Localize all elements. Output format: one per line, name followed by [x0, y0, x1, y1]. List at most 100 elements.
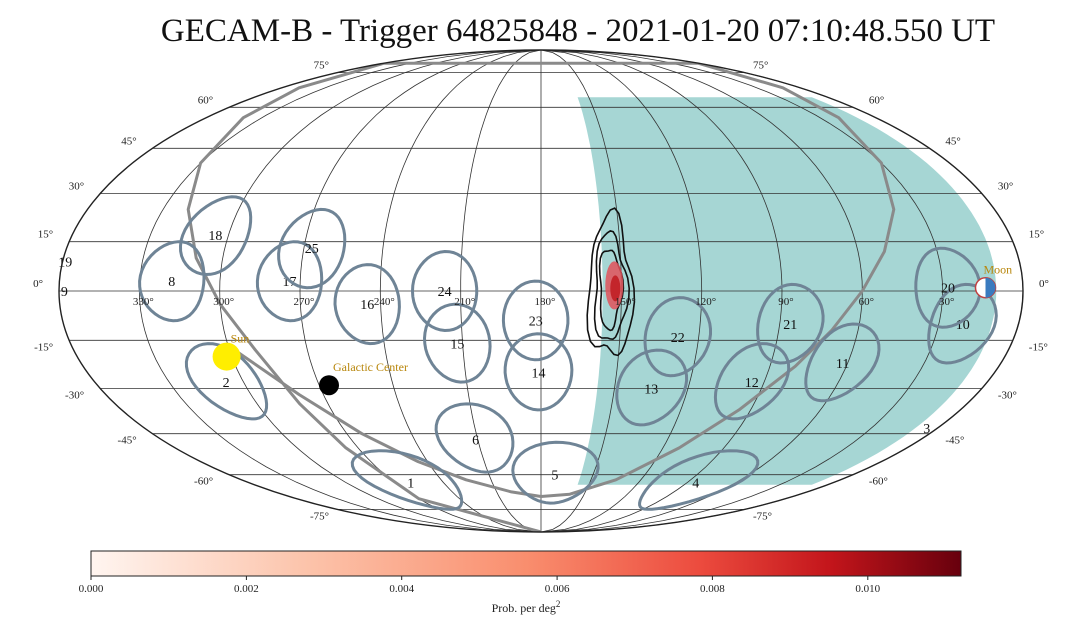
colorbar-tick-label: 0.004	[389, 583, 414, 595]
ra-tick-label: 150°	[615, 296, 636, 308]
ra-tick-label: 60°	[859, 296, 874, 308]
detector-9: 9	[61, 285, 68, 300]
dec-tick-label: -75°	[310, 510, 329, 522]
dec-tick-label: 15°	[1029, 229, 1044, 241]
galactic-center-marker: Galactic Center	[319, 360, 408, 396]
colorbar: 0.000 0.002 0.004 0.006 0.008 0.010 Prob. per…	[79, 550, 962, 615]
detector-5: 5	[511, 440, 600, 505]
colorbar-tick-label: 0.008	[700, 583, 725, 595]
colorbar-label: Prob. per deg2	[492, 599, 561, 615]
sun-marker: Sun	[212, 332, 250, 371]
dec-tick-label: 75°	[753, 60, 768, 72]
detector-circle	[410, 249, 479, 333]
detector-label: 22	[671, 331, 685, 346]
detector-circle	[927, 282, 998, 365]
dec-tick-label: -15°	[34, 341, 53, 353]
dec-tick-label: -45°	[945, 435, 964, 447]
detector-circle	[804, 322, 881, 403]
detector-circle	[350, 449, 464, 511]
detector-2: 2	[184, 342, 269, 421]
detector-circle	[713, 342, 791, 421]
detector-13: 13	[615, 348, 689, 427]
colorbar-tick-label: 0.002	[234, 583, 259, 595]
detector-label: 1	[407, 476, 414, 491]
sky-outline	[58, 49, 1024, 533]
detector-4: 4	[638, 449, 760, 511]
dec-tick-label: -75°	[753, 510, 772, 522]
detector-25: 25	[277, 207, 347, 290]
detector-circle	[503, 332, 574, 412]
detector-14: 14	[503, 332, 574, 412]
dec-tick-label: 75°	[314, 60, 329, 72]
dec-tick-label: 30°	[69, 181, 84, 193]
detector-19: 19	[58, 255, 72, 270]
ra-tick-label: 240°	[374, 296, 395, 308]
sun-icon	[212, 342, 241, 371]
detector-6: 6	[434, 402, 515, 474]
detector-23: 23	[501, 279, 570, 362]
detector-label: 25	[305, 242, 319, 257]
detector-label: 9	[61, 285, 68, 300]
detector-circle	[756, 282, 825, 365]
localization-contour-inner	[598, 249, 625, 332]
detector-label: 5	[551, 469, 558, 484]
detector-label: 20	[941, 282, 955, 297]
detector-22: 22	[643, 296, 712, 378]
dec-tick-label: -60°	[869, 476, 888, 488]
detector-label: 16	[360, 298, 374, 313]
moon-phase	[985, 277, 996, 298]
ra-tick-label: 270°	[294, 296, 315, 308]
detector-circle	[277, 207, 347, 290]
dec-tick-label: -30°	[65, 389, 84, 401]
detector-15: 15	[422, 302, 492, 384]
detector-label: 11	[836, 357, 849, 372]
dec-tick-label: -60°	[194, 476, 213, 488]
detector-label: 4	[692, 476, 699, 491]
detector-circle	[184, 342, 269, 421]
colorbar-tick-label: 0.010	[855, 583, 880, 595]
detector-label: 21	[783, 318, 797, 333]
detector-21: 21	[756, 282, 825, 365]
localization-contour-mid	[593, 230, 631, 341]
dec-tick-label: 45°	[945, 135, 960, 147]
detector-label: 18	[208, 229, 222, 244]
localization-contour-outer	[586, 207, 636, 357]
dec-tick-label: -15°	[1029, 341, 1048, 353]
detector-circle	[638, 449, 760, 511]
detector-circle	[501, 279, 570, 362]
moon-marker: Moon	[974, 263, 1013, 299]
detector-16: 16	[333, 263, 401, 346]
detector-label: 6	[472, 433, 479, 448]
dec-tick-label: 45°	[121, 135, 136, 147]
detector-12: 12	[713, 342, 791, 421]
detector-label: 2	[223, 376, 230, 391]
ra-tick-label: 210°	[454, 296, 475, 308]
galactic-center-label: Galactic Center	[333, 360, 408, 374]
dec-tick-label: 60°	[869, 94, 884, 106]
detector-circle	[615, 348, 689, 427]
detector-circle	[422, 302, 492, 384]
colorbar-tick-label: 0.006	[545, 583, 570, 595]
detector-circle	[434, 402, 515, 474]
ra-tick-label: 30°	[939, 296, 954, 308]
chart-title: GECAM-B - Trigger 64825848 - 2021-01-20 …	[161, 13, 995, 49]
detector-label: 19	[58, 255, 72, 270]
detector-label: 23	[529, 315, 543, 330]
dec-tick-label: -30°	[998, 389, 1017, 401]
dec-tick-label: 60°	[198, 94, 213, 106]
detector-label: 8	[168, 275, 175, 290]
sun-label: Sun	[231, 332, 250, 346]
moon-label: Moon	[984, 263, 1013, 277]
detector-circle	[138, 240, 206, 323]
detector-1: 1	[350, 449, 464, 511]
ra-tick-label: 180°	[535, 296, 556, 308]
ra-tick-label: 120°	[695, 296, 716, 308]
dec-tick-label: 0°	[1039, 278, 1049, 290]
detector-circle	[178, 195, 253, 277]
detector-circle	[511, 440, 600, 505]
galactic-plane	[186, 61, 896, 532]
colorbar-gradient	[90, 550, 962, 577]
detector-circle	[255, 240, 324, 323]
galactic-center-icon	[319, 375, 339, 396]
